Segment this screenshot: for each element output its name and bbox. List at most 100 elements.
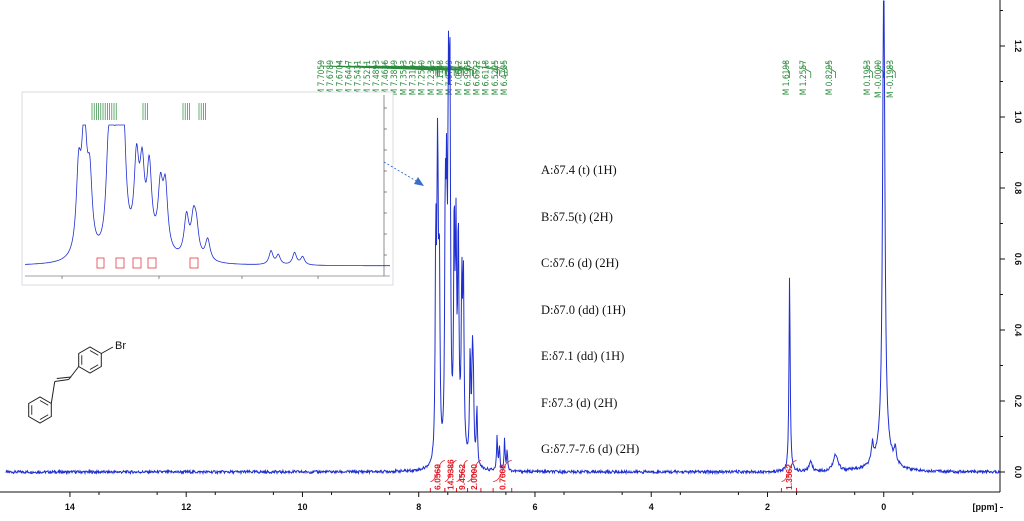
x-tick-label: 6 xyxy=(532,502,537,512)
y-tick-label: 0.6 xyxy=(1013,253,1023,266)
assignment-c: C:δ7.6 (d) (2H) xyxy=(541,256,619,270)
peak-label: M 7.3583 xyxy=(398,60,408,95)
peak-label: M 7.3889 xyxy=(389,60,399,95)
integral-value: 14.9386 xyxy=(446,459,456,490)
vinyl-double-bond xyxy=(56,376,72,379)
peak-label: M 7.2580 xyxy=(417,60,427,95)
peak-label: M -0.0000 xyxy=(873,60,883,98)
inset-integral xyxy=(189,257,199,269)
peak-label: M 7.2313 xyxy=(426,60,436,95)
peak-label: M 6.4785 xyxy=(499,60,509,95)
peak-label-connector xyxy=(866,62,873,78)
aromatic-double-bond xyxy=(89,364,99,370)
peak-label-connector xyxy=(402,62,457,76)
aromatic-double-bond xyxy=(89,350,99,356)
peak-label-connector xyxy=(439,62,471,76)
spectrum-trace xyxy=(5,0,1001,476)
aromatic-double-bond xyxy=(39,400,49,406)
peak-label: M 6.6522 xyxy=(472,60,482,95)
y-tick-label: 0.8 xyxy=(1013,182,1023,195)
peak-label-connector xyxy=(430,62,464,76)
x-unit-label: [ppm] xyxy=(973,502,998,512)
integral-curve xyxy=(493,460,512,482)
assignment-f: F:δ7.3 (d) (2H) xyxy=(541,395,618,410)
bromo-substituent-label: Br xyxy=(115,340,126,352)
peak-label: M 6.5225 xyxy=(490,60,500,95)
aromatic-double-bond xyxy=(39,414,49,420)
integral-value: 9.4562 xyxy=(457,464,467,490)
inset-integral xyxy=(115,257,125,269)
x-tick-label: 10 xyxy=(297,502,307,512)
inset-spectrum xyxy=(21,91,394,286)
peak-label: M 7.0612 xyxy=(453,60,463,95)
assignment-b: B:δ7.5(t) (2H) xyxy=(541,209,613,224)
peak-label-connector xyxy=(828,62,836,78)
peak-label: M -0.1983 xyxy=(885,60,895,98)
peak-assignment-list: A:δ7.4 (t) (1H) B:δ7.5(t) (2H) C:δ7.6 (d… xyxy=(541,132,639,473)
x-tick-label: 0 xyxy=(881,502,886,512)
vinyl-bond xyxy=(54,379,69,382)
peak-label: M 7.1148 xyxy=(435,60,445,95)
zoom-arrow-head xyxy=(414,177,424,186)
integral-curve xyxy=(467,460,482,482)
peak-label: M 0.8295 xyxy=(824,60,834,95)
x-tick-label: 12 xyxy=(181,502,191,512)
x-tick-label: 8 xyxy=(416,502,421,512)
peak-label-connector xyxy=(485,62,500,76)
integral-value: 0.7602 xyxy=(497,464,507,490)
c-br-bond xyxy=(101,346,114,354)
peak-label: M 7.4893 xyxy=(371,60,381,95)
peak-label-connector xyxy=(457,62,474,76)
peak-label: M 6.6118 xyxy=(481,60,491,95)
peak-label: M 7.5431 xyxy=(353,60,363,95)
peak-label-connector xyxy=(785,62,790,78)
assignment-a: A:δ7.4 (t) (1H) xyxy=(541,163,617,177)
y-tick-label: 1.0 xyxy=(1013,111,1023,124)
integral-value: 1.3562 xyxy=(784,464,794,490)
y-tick-label: 0.0 xyxy=(1013,466,1023,479)
peak-label-connector xyxy=(802,62,812,78)
peak-label-connector xyxy=(503,62,508,76)
y-tick-label: 0.2 xyxy=(1013,395,1023,408)
integral-value: 6.0569 xyxy=(433,464,443,490)
peak-label: M 7.7059 xyxy=(316,60,326,95)
peak-label: M 7.6789 xyxy=(325,60,335,95)
molecule-structure: Br xyxy=(28,340,126,424)
integral-curve xyxy=(781,460,797,482)
zoom-arrow-line xyxy=(383,161,419,183)
inset-integral xyxy=(132,257,142,269)
peak-label-group: M 7.7059 M 7.6789 M 7.6704 M 7.6447 M 7.5431… xyxy=(316,60,896,98)
peak-label: M 6.9985 xyxy=(462,60,472,95)
peak-label-connector xyxy=(393,62,455,76)
peak-label-connector xyxy=(494,62,505,76)
peak-label-connector xyxy=(467,62,478,76)
inset-integral xyxy=(147,257,157,269)
peak-label: M 7.5211 xyxy=(362,60,372,95)
integral-curve xyxy=(430,460,445,482)
peak-label: M 1.6198 xyxy=(781,60,791,95)
peak-label-connector xyxy=(412,62,459,76)
spectrum-group xyxy=(5,0,1001,476)
x-tick-label: 2 xyxy=(765,502,770,512)
peak-label: M 0.1953 xyxy=(862,60,872,95)
integral-curve xyxy=(456,460,468,482)
peak-label: M 1.2557 xyxy=(798,60,808,95)
zoom-arrow xyxy=(383,161,424,186)
inset-integral xyxy=(96,257,105,269)
y-tick-label: 0.4 xyxy=(1013,324,1023,337)
assignment-d: D:δ7.0 (dd) (1H) xyxy=(541,302,626,317)
peak-label: M 7.4636 xyxy=(380,60,390,95)
y-tick-label: 1.2 xyxy=(1013,40,1023,53)
vinyl-bond xyxy=(50,381,56,404)
peak-label: M 7.6447 xyxy=(343,60,353,95)
integral-curve xyxy=(444,460,457,482)
peak-label-connector xyxy=(889,62,896,78)
inset-frame xyxy=(21,91,394,286)
integral-value: 2.0000 xyxy=(469,464,479,490)
peak-label: M 7.6704 xyxy=(334,60,344,95)
peak-label-connector xyxy=(877,62,885,78)
inset-trace xyxy=(25,124,390,267)
x-tick-label: 4 xyxy=(649,502,654,512)
